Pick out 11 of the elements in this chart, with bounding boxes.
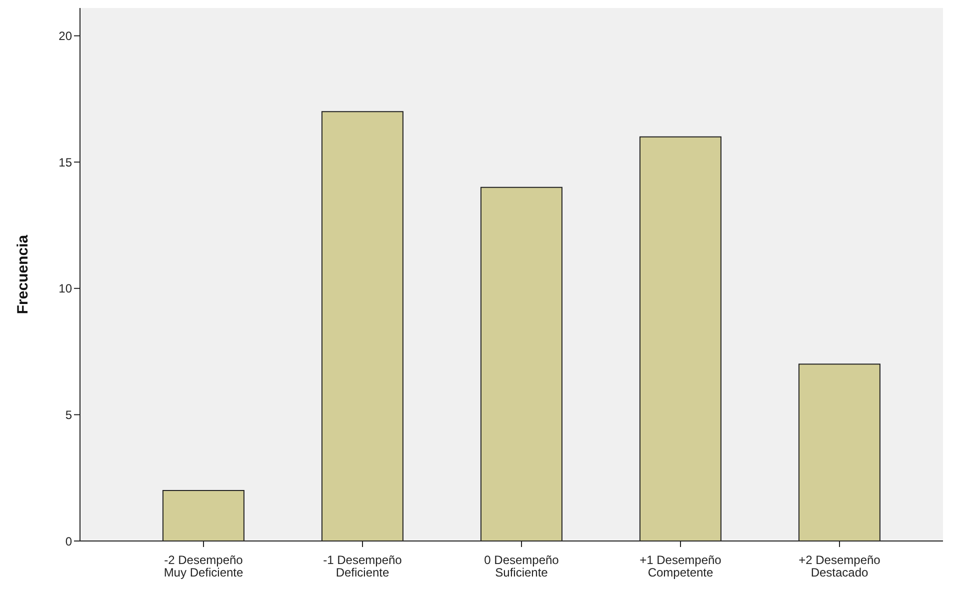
x-tick-label: +2 Desempeño Destacado xyxy=(798,552,881,580)
x-tick-label: -1 Desempeño Deficiente xyxy=(323,552,402,580)
x-tick-label: +1 Desempeño Competente xyxy=(640,552,722,580)
x-tick-label: -2 Desempeño Muy Deficiente xyxy=(164,552,244,580)
y-tick-label: 5 xyxy=(65,408,72,422)
y-tick-label: 20 xyxy=(58,29,72,44)
y-tick-label: 15 xyxy=(58,155,72,170)
x-tick-label: 0 Desempeño Suficiente xyxy=(484,552,560,580)
y-tick-label: 0 xyxy=(65,534,72,548)
y-tick-label: 10 xyxy=(58,282,72,296)
y-axis-title: Frecuencia xyxy=(14,234,32,314)
